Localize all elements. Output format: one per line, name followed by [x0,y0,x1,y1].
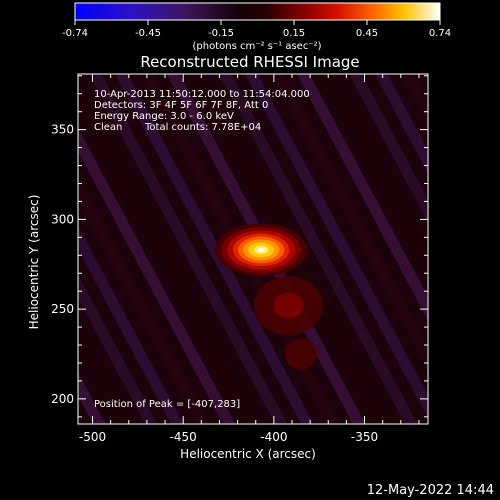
colorbar-tick-label: -0.45 [135,28,161,39]
annotation-total-counts: Total counts: 7.78E+04 [144,122,261,133]
y-tick-label: 350 [51,123,74,137]
x-axis-ticks: -500 -450 -400 -350 [79,74,420,444]
noise-stripe [78,74,331,424]
emission-contour [257,247,265,252]
colorbar-unit-label: (photons cm⁻² s⁻¹ asec⁻²) [192,41,321,52]
chart-title: Reconstructed RHESSI Image [140,53,359,71]
noise-stripe [78,74,175,424]
noise-stripe [277,74,428,424]
noise-stripe [78,74,357,424]
annotation-block: 10-Apr-2013 11:50:12.000 to 11:54:04.000… [94,89,310,133]
x-axis-label: Heliocentric X (arcsec) [180,447,316,461]
colorbar-tick-labels: -0.74 -0.45 -0.15 0.15 0.45 0.74 [62,28,451,39]
noise-stripe [0,0,18,500]
noise-stripe [251,74,428,424]
noise-stripe [78,74,227,424]
noise-stripe [303,74,428,424]
noise-stripe [0,0,252,500]
y-axis-ticks: 200 250 300 350 [51,75,428,418]
y-tick-label: 300 [51,212,74,226]
emission-contour [285,338,317,370]
annotation-energy-range: Energy Range: 3.0 - 6.0 keV [94,111,234,122]
y-axis-label: Heliocentric Y (arcsec) [27,195,41,330]
colorbar: -0.74 -0.45 -0.15 0.15 0.45 0.74 (photon… [62,2,451,52]
annotation-algorithm: Clean [94,122,122,133]
peak-position-label: Position of Peak = [-407,283] [94,399,240,410]
emission-contour [273,292,304,319]
x-tick-label: -500 [79,430,106,444]
noise-stripe [329,74,428,424]
colorbar-tick-label: -0.74 [62,28,88,39]
footer-date: 12-May-2022 14:44 [367,483,494,498]
y-tick-label: 200 [51,392,74,406]
colorbar-tick-label: -0.15 [208,28,234,39]
annotation-detectors: Detectors: 3F 4F 5F 6F 7F 8F, Att 0 [94,100,268,111]
annotation-time-range: 10-Apr-2013 11:50:12.000 to 11:54:04.000 [94,89,310,100]
noise-stripe [199,74,428,424]
noise-stripe [78,74,305,424]
x-tick-label: -350 [351,430,378,444]
x-tick-label: -450 [170,430,197,444]
noise-stripe [78,74,201,424]
x-tick-label: -400 [260,430,287,444]
noise-stripe [355,74,428,424]
noise-stripe [434,0,500,500]
emission-sources [215,223,323,370]
noise-stripe [78,74,279,424]
plot-frame [77,73,429,425]
noise-stripe [173,74,428,424]
colorbar-gradient [74,2,441,21]
colorbar-tick-label: 0.74 [429,28,451,39]
y-tick-label: 250 [51,302,74,316]
colorbar-tick-label: 0.15 [283,28,305,39]
noise-stripe [225,74,428,424]
colorbar-tick-label: 0.45 [356,28,378,39]
